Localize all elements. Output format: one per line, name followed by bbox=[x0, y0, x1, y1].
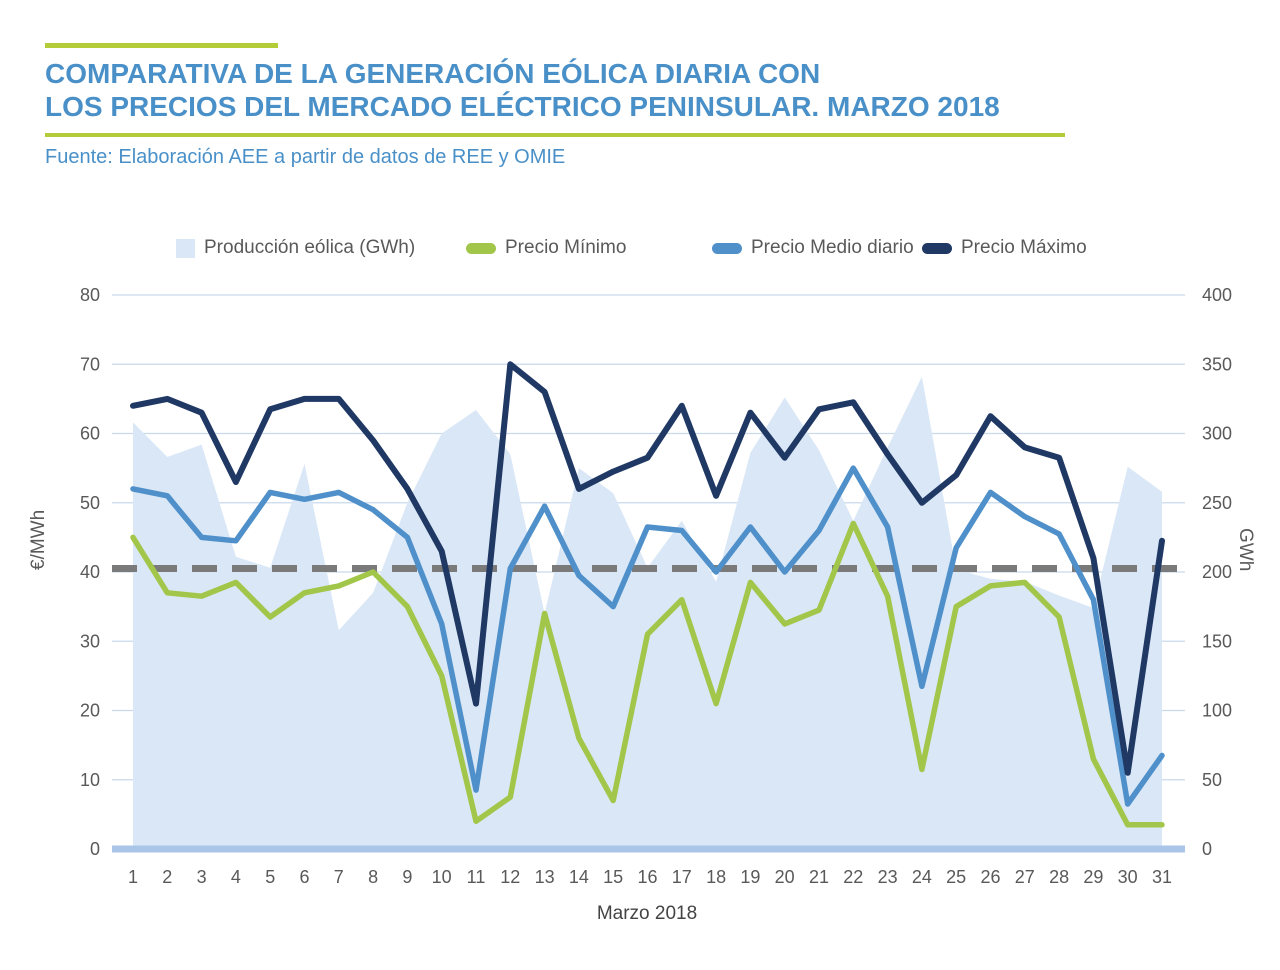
y-right-tick-label: 300 bbox=[1202, 424, 1232, 444]
wind-production-area bbox=[133, 376, 1162, 849]
x-tick-label: 30 bbox=[1118, 867, 1138, 887]
x-tick-label: 24 bbox=[912, 867, 932, 887]
y-left-tick-label: 50 bbox=[80, 493, 100, 513]
x-tick-label: 9 bbox=[402, 867, 412, 887]
page-title-line2: LOS PRECIOS DEL MERCADO ELÉCTRICO PENINS… bbox=[45, 91, 1000, 122]
y-left-tick-label: 30 bbox=[80, 631, 100, 651]
y-right-tick-label: 400 bbox=[1202, 285, 1232, 305]
y-right-tick-label: 50 bbox=[1202, 770, 1222, 790]
legend-item-medio: Precio Medio diario bbox=[712, 236, 914, 260]
chart-legend: Producción eólica (GWh) Precio Mínimo Pr… bbox=[0, 236, 1280, 262]
x-axis-title: Marzo 2018 bbox=[596, 903, 698, 924]
x-tick-label: 10 bbox=[432, 867, 452, 887]
accent-rule-top bbox=[45, 43, 278, 48]
x-tick-label: 19 bbox=[740, 867, 760, 887]
y-axis-title-left: €/MWh bbox=[28, 509, 49, 570]
x-tick-label: 2 bbox=[162, 867, 172, 887]
page-title: COMPARATIVA DE LA GENERACIÓN EÓLICA DIAR… bbox=[45, 57, 1145, 123]
legend-label: Precio Máximo bbox=[961, 237, 1087, 258]
x-tick-label: 14 bbox=[569, 867, 589, 887]
area-swatch bbox=[176, 238, 195, 258]
x-tick-label: 20 bbox=[775, 867, 795, 887]
x-tick-label: 13 bbox=[535, 867, 555, 887]
x-tick-label: 5 bbox=[265, 867, 275, 887]
y-left-tick-label: 20 bbox=[80, 701, 100, 721]
y-left-tick-label: 0 bbox=[90, 839, 100, 859]
x-tick-label: 6 bbox=[299, 867, 309, 887]
line-swatch-minimo bbox=[466, 242, 496, 254]
x-tick-label: 18 bbox=[706, 867, 726, 887]
x-tick-label: 22 bbox=[843, 867, 863, 887]
x-tick-label: 31 bbox=[1152, 867, 1172, 887]
page-title-line1: COMPARATIVA DE LA GENERACIÓN EÓLICA DIAR… bbox=[45, 58, 821, 89]
accent-rule-under-title bbox=[45, 133, 1065, 137]
x-tick-label: 26 bbox=[980, 867, 1000, 887]
y-left-tick-label: 70 bbox=[80, 354, 100, 374]
y-right-tick-label: 350 bbox=[1202, 354, 1232, 374]
source-note: Fuente: Elaboración AEE a partir de dato… bbox=[45, 146, 566, 168]
legend-item-eolica: Producción eólica (GWh) bbox=[176, 236, 415, 260]
line-swatch-medio bbox=[712, 242, 742, 254]
y-right-tick-label: 200 bbox=[1202, 562, 1232, 582]
y-right-tick-label: 100 bbox=[1202, 701, 1232, 721]
legend-label: Producción eólica (GWh) bbox=[204, 237, 416, 258]
legend-label: Precio Mínimo bbox=[505, 237, 627, 258]
x-tick-label: 12 bbox=[500, 867, 520, 887]
x-tick-label: 27 bbox=[1015, 867, 1035, 887]
x-tick-label: 25 bbox=[946, 867, 966, 887]
x-tick-label: 23 bbox=[878, 867, 898, 887]
y-right-tick-label: 150 bbox=[1202, 631, 1232, 651]
x-tick-label: 8 bbox=[368, 867, 378, 887]
legend-item-minimo: Precio Mínimo bbox=[466, 236, 626, 260]
x-tick-label: 21 bbox=[809, 867, 829, 887]
y-left-tick-label: 60 bbox=[80, 424, 100, 444]
x-tick-label: 7 bbox=[334, 867, 344, 887]
y-left-tick-label: 40 bbox=[80, 562, 100, 582]
y-right-tick-label: 0 bbox=[1202, 839, 1212, 859]
x-tick-label: 28 bbox=[1049, 867, 1069, 887]
precio-maximo-line bbox=[130, 361, 1165, 776]
y-left-tick-label: 10 bbox=[80, 770, 100, 790]
x-tick-label: 16 bbox=[637, 867, 657, 887]
legend-item-maximo: Precio Máximo bbox=[922, 236, 1087, 260]
x-tick-label: 15 bbox=[603, 867, 623, 887]
x-tick-label: 3 bbox=[197, 867, 207, 887]
line-swatch-maximo bbox=[922, 242, 952, 254]
legend-label: Precio Medio diario bbox=[751, 237, 914, 258]
x-tick-label: 11 bbox=[467, 867, 486, 887]
y-right-tick-label: 250 bbox=[1202, 493, 1232, 513]
y-left-tick-label: 80 bbox=[80, 285, 100, 305]
y-axis-title-right: GWh bbox=[1235, 528, 1256, 572]
precio-medio-line bbox=[130, 465, 1165, 807]
precio-minimo-line bbox=[130, 520, 1165, 828]
x-tick-label: 29 bbox=[1083, 867, 1103, 887]
x-tick-label: 17 bbox=[672, 867, 692, 887]
x-tick-label: 1 bbox=[128, 867, 138, 887]
x-tick-label: 4 bbox=[231, 867, 241, 887]
